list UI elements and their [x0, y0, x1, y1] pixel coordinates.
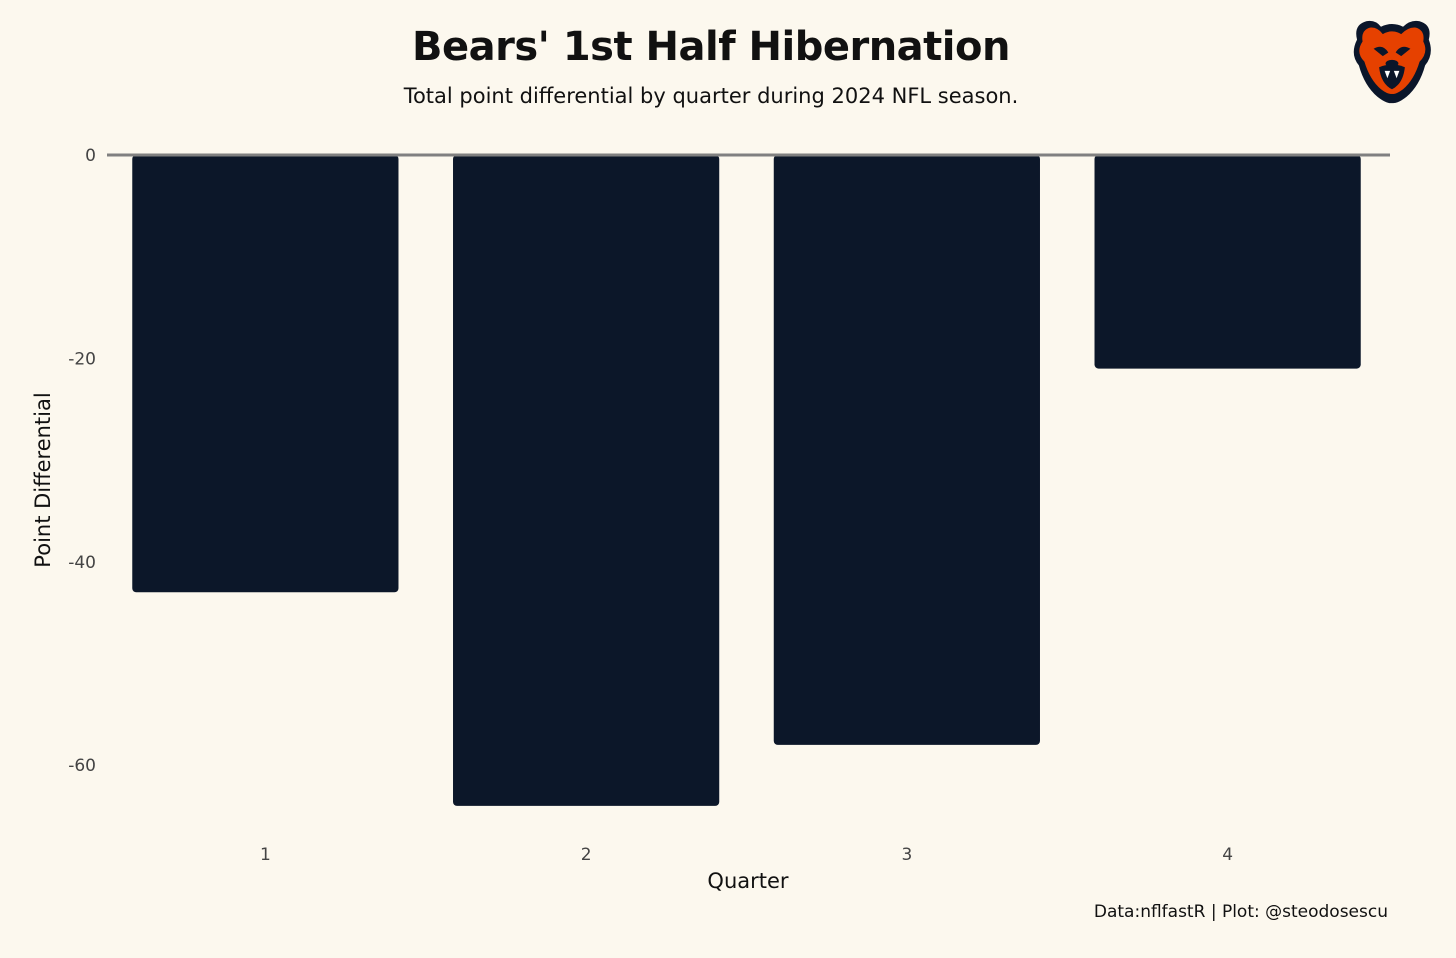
x-axis-title: Quarter — [707, 869, 788, 893]
bar-quarter-4 — [1094, 155, 1361, 369]
bar-quarter-1 — [132, 155, 399, 593]
x-tick-label: 4 — [1222, 845, 1233, 865]
x-tick-label: 3 — [901, 845, 912, 865]
bar-quarter-2 — [453, 155, 720, 806]
y-tick-label: -20 — [68, 349, 96, 369]
x-tick-label: 2 — [581, 845, 592, 865]
source-caption: Data:nflfastR | Plot: @steodosescu — [1093, 902, 1388, 922]
chicago-bears-logo-icon — [1353, 20, 1431, 104]
y-tick-label: -60 — [68, 756, 96, 776]
y-tick-label: -40 — [68, 553, 96, 573]
chart-subtitle: Total point differential by quarter duri… — [403, 84, 1019, 108]
x-tick-label: 1 — [260, 845, 271, 865]
y-tick-label: 0 — [85, 146, 96, 166]
bar-quarter-3 — [773, 155, 1040, 745]
y-axis-title: Point Differential — [31, 392, 55, 567]
chart-title: Bears' 1st Half Hibernation — [412, 24, 1010, 70]
